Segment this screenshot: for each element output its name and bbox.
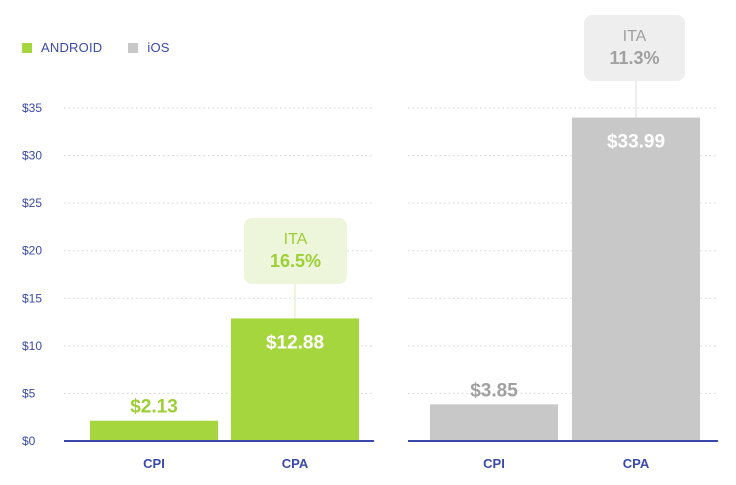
x-tick-label: CPA: [623, 456, 650, 471]
bar: [430, 404, 558, 441]
bar: [231, 318, 359, 441]
callout-value: 16.5%: [270, 251, 321, 271]
x-tick-label: CPI: [143, 456, 165, 471]
callout-label: ITA: [623, 28, 647, 45]
legend-swatch-android: [22, 42, 32, 53]
y-tick-label: $20: [22, 244, 42, 258]
y-tick-label: $5: [22, 386, 36, 400]
bar-value-label: $3.85: [470, 380, 518, 401]
callout-box: [244, 218, 347, 284]
y-tick-label: $15: [22, 291, 42, 305]
legend-item-ios: iOS: [128, 40, 169, 55]
bar-value-label: $12.88: [266, 332, 324, 353]
y-tick-label: $10: [22, 339, 42, 353]
y-tick-label: $0: [22, 434, 36, 448]
x-tick-label: CPA: [282, 456, 309, 471]
x-tick-label: CPI: [483, 456, 505, 471]
y-tick-label: $30: [22, 149, 42, 163]
callout-label: ITA: [284, 231, 308, 248]
y-tick-label: $25: [22, 196, 42, 210]
bar: [572, 117, 700, 441]
legend: ANDROID iOS: [22, 40, 170, 55]
legend-label-android: ANDROID: [41, 40, 103, 55]
bar-value-label: $2.13: [130, 397, 178, 418]
legend-label-ios: iOS: [147, 40, 170, 55]
bar-value-label: $33.99: [607, 132, 665, 153]
bar: [90, 420, 218, 441]
legend-item-android: ANDROID: [22, 40, 102, 55]
callout-box: [584, 15, 685, 81]
y-tick-label: $35: [22, 101, 42, 115]
callout-value: 11.3%: [609, 48, 659, 68]
legend-swatch-ios: [128, 42, 139, 53]
